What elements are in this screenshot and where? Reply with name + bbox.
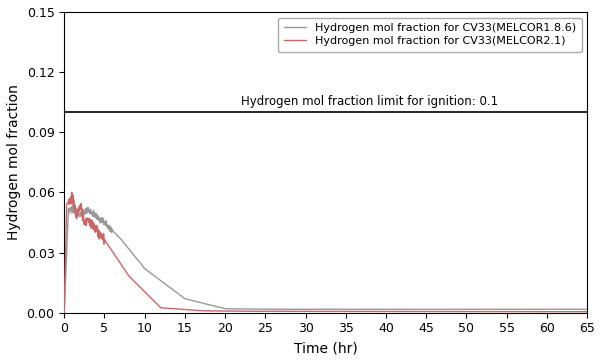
Text: Hydrogen mol fraction limit for ignition: 0.1: Hydrogen mol fraction limit for ignition… bbox=[241, 95, 498, 108]
Hydrogen mol fraction for CV33(MELCOR1.8.6) bbox=[152, 274, 159, 279]
Hydrogen mol fraction for CV33(MELCOR2.1) bbox=[284, 309, 291, 313]
Y-axis label: Hydrogen mol fraction: Hydrogen mol fraction bbox=[7, 84, 21, 240]
Hydrogen mol fraction for CV33(MELCOR1.8.6) bbox=[573, 307, 580, 311]
Hydrogen mol fraction for CV33(MELCOR1.8.6) bbox=[69, 203, 76, 207]
Hydrogen mol fraction for CV33(MELCOR2.1) bbox=[573, 310, 580, 314]
Hydrogen mol fraction for CV33(MELCOR2.1) bbox=[583, 310, 591, 314]
Hydrogen mol fraction for CV33(MELCOR1.8.6) bbox=[583, 307, 591, 311]
Hydrogen mol fraction for CV33(MELCOR2.1) bbox=[68, 190, 75, 194]
Hydrogen mol fraction for CV33(MELCOR2.1) bbox=[261, 309, 268, 313]
Line: Hydrogen mol fraction for CV33(MELCOR1.8.6): Hydrogen mol fraction for CV33(MELCOR1.8… bbox=[64, 205, 587, 313]
Hydrogen mol fraction for CV33(MELCOR1.8.6) bbox=[284, 307, 291, 311]
Hydrogen mol fraction for CV33(MELCOR1.8.6) bbox=[120, 241, 128, 245]
Hydrogen mol fraction for CV33(MELCOR1.8.6) bbox=[517, 307, 524, 311]
Hydrogen mol fraction for CV33(MELCOR1.8.6) bbox=[61, 311, 68, 315]
Hydrogen mol fraction for CV33(MELCOR2.1) bbox=[120, 267, 128, 271]
Hydrogen mol fraction for CV33(MELCOR1.8.6) bbox=[261, 307, 268, 311]
Hydrogen mol fraction for CV33(MELCOR2.1) bbox=[152, 300, 159, 304]
Hydrogen mol fraction for CV33(MELCOR2.1) bbox=[517, 310, 524, 314]
X-axis label: Time (hr): Time (hr) bbox=[294, 341, 358, 355]
Legend: Hydrogen mol fraction for CV33(MELCOR1.8.6), Hydrogen mol fraction for CV33(MELC: Hydrogen mol fraction for CV33(MELCOR1.8… bbox=[278, 17, 582, 52]
Hydrogen mol fraction for CV33(MELCOR2.1) bbox=[61, 311, 68, 315]
Line: Hydrogen mol fraction for CV33(MELCOR2.1): Hydrogen mol fraction for CV33(MELCOR2.1… bbox=[64, 192, 587, 313]
